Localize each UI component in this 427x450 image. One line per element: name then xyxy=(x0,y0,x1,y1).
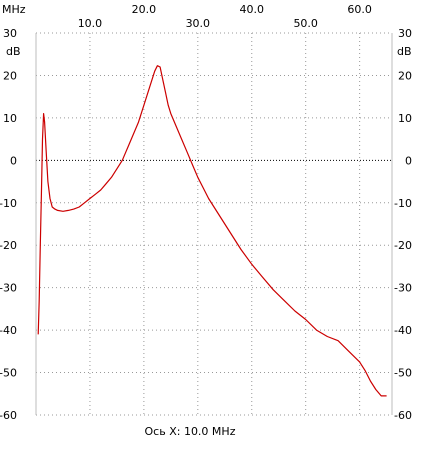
y-tick-label-left: -60 xyxy=(0,409,17,422)
y-tick-label-right: -40 xyxy=(394,324,412,337)
y-tick-label-right: 10 xyxy=(398,112,412,125)
y-tick-label-right: -20 xyxy=(394,239,412,252)
y-tick-label-right: -10 xyxy=(394,197,412,210)
y-tick-label-right: -50 xyxy=(394,367,412,380)
tick-label-layer: 30 30 20 20 10 10 0 0 -10 -10 -20 -20 -30 -30 -40 -40 -5… xyxy=(0,3,412,422)
response-trace xyxy=(37,65,387,397)
x-unit-label: MHz xyxy=(2,3,26,16)
y-tick-label-left: 10 xyxy=(3,112,17,125)
y-tick-label-right: -60 xyxy=(394,409,412,422)
x-tick-label-bottom: 30.0 xyxy=(186,17,211,30)
y-tick-label-left: -30 xyxy=(0,282,17,295)
x-tick-label-top: 40.0 xyxy=(240,3,265,16)
y-tick-label-left: 0 xyxy=(10,154,17,167)
y-unit-label-right: dB xyxy=(397,45,412,58)
x-tick-label-bottom: 50.0 xyxy=(293,17,318,30)
y-tick-label-right: 0 xyxy=(405,154,412,167)
y-tick-label-left: -50 xyxy=(0,367,17,380)
x-tick-label-top: 20.0 xyxy=(132,3,157,16)
x-axis-label: Ось X: 10.0 MHz xyxy=(145,425,236,438)
trace-layer xyxy=(37,65,387,397)
axes-layer xyxy=(35,33,393,415)
y-tick-label-left: -40 xyxy=(0,324,17,337)
y-tick-label-left: -20 xyxy=(0,239,17,252)
y-tick-label-left: 30 xyxy=(3,27,17,40)
y-tick-label-right: -30 xyxy=(394,282,412,295)
y-unit-label-left: dB xyxy=(6,45,21,58)
grid-layer xyxy=(36,32,392,416)
y-tick-label-right: 20 xyxy=(398,69,412,82)
y-tick-label-right: 30 xyxy=(398,27,412,40)
y-tick-label-left: -10 xyxy=(0,197,17,210)
y-tick-label-left: 20 xyxy=(3,69,17,82)
x-tick-label-top: 60.0 xyxy=(347,3,372,16)
x-tick-label-bottom: 10.0 xyxy=(78,17,103,30)
